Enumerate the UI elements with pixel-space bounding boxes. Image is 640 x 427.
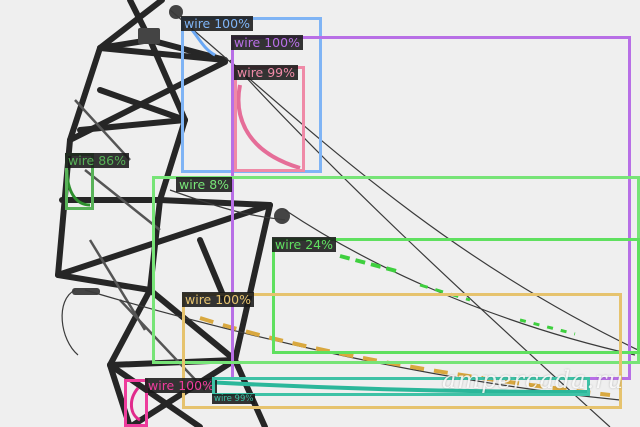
detection-box-wire-3 [234,66,305,172]
detection-label-wire-8: wire 100% [145,378,217,393]
detection-label-wire-7: wire 100% [182,292,254,307]
detection-box-wire-9 [212,377,590,396]
detection-box-wire-7 [182,293,622,409]
detection-box-wire-8 [124,379,148,427]
detection-label-wire-3: wire 99% [234,65,299,80]
detection-label-wire-5: wire 8% [176,177,233,192]
detection-label-wire-1: wire 100% [181,16,253,31]
detection-label-wire-6: wire 24% [272,237,337,252]
detection-label-wire-4: wire 86% [65,153,130,168]
insulators [72,5,290,295]
detection-label-wire-9: wire 99% [212,394,256,404]
detection-box-wire-6 [272,238,640,354]
watermark: ampercada.ru [442,366,625,394]
detection-label-wire-2: wire 100% [231,35,303,50]
